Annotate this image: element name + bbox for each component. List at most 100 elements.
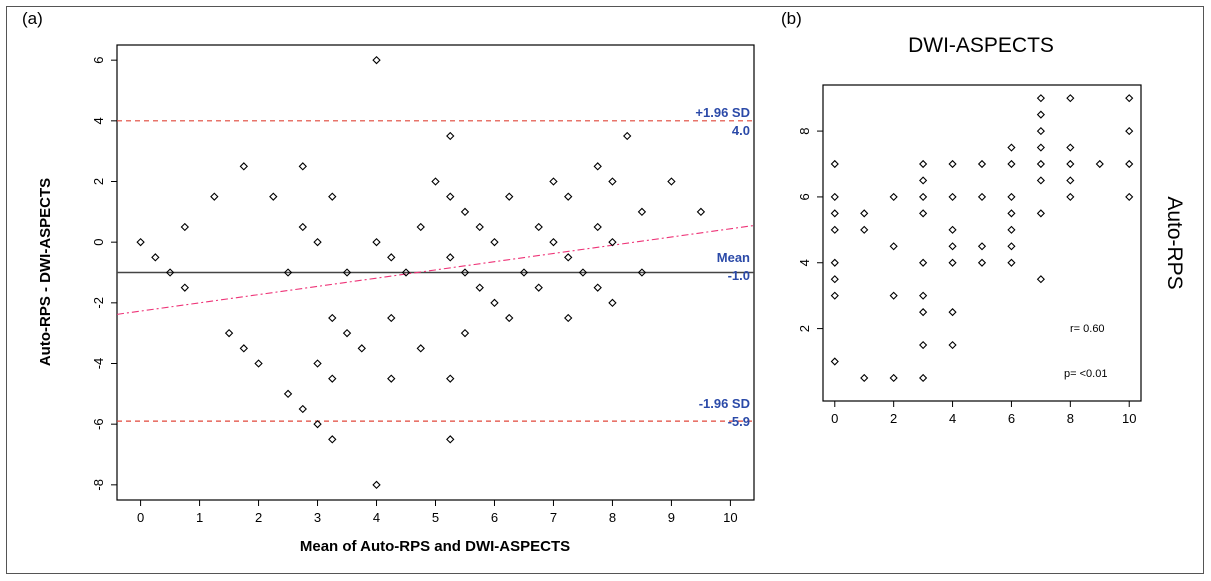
y-tick-label: -4 (91, 358, 106, 370)
data-point (298, 162, 307, 171)
data-point (608, 237, 617, 247)
data-point (372, 237, 381, 247)
data-point (948, 192, 957, 201)
scatter-ylabel: Auto-RPS (1163, 196, 1186, 289)
x-tick-label: 7 (550, 510, 557, 525)
y-tick-label: 2 (91, 178, 106, 185)
scatter-plot-area (822, 84, 1142, 402)
data-point (254, 359, 263, 368)
data-point (460, 268, 470, 277)
data-point (460, 328, 470, 338)
x-tick-label: 8 (1067, 411, 1074, 426)
data-point (919, 159, 928, 169)
data-point (919, 373, 928, 383)
upper-loa-label: +1.96 SD (695, 105, 750, 120)
data-point (446, 253, 455, 262)
data-point (180, 283, 190, 292)
data-point (1007, 225, 1016, 234)
data-point (446, 374, 455, 383)
data-point (328, 313, 337, 323)
x-tick-label: 2 (255, 510, 262, 525)
data-point (1125, 192, 1134, 201)
data-point (889, 242, 898, 251)
data-point (490, 298, 499, 308)
data-point (564, 192, 573, 201)
figure-frame (6, 6, 1204, 574)
data-point (431, 177, 440, 186)
data-point (328, 374, 337, 383)
data-point (948, 159, 957, 169)
data-point (475, 222, 484, 232)
correlation-r: r= 0.60 (1070, 323, 1105, 335)
data-point (1036, 143, 1045, 152)
data-point (534, 283, 543, 292)
data-point (1007, 258, 1016, 267)
x-tick-label: 10 (723, 510, 737, 525)
data-point (608, 177, 617, 186)
x-tick-label: 4 (949, 411, 956, 426)
data-point (1036, 159, 1045, 169)
mean-label: Mean (717, 250, 750, 265)
data-point (667, 177, 676, 186)
y-tick-label: -8 (91, 479, 106, 491)
data-point (696, 207, 706, 217)
data-point (298, 222, 307, 232)
data-point (210, 192, 219, 201)
lower-loa-value: -5.9 (728, 414, 750, 429)
data-point (1066, 143, 1075, 152)
x-tick-label: 0 (831, 411, 838, 426)
data-point (830, 357, 839, 366)
x-tick-label: 4 (373, 510, 380, 525)
data-point (549, 177, 558, 186)
x-tick-label: 10 (1122, 411, 1136, 426)
data-point (401, 268, 411, 277)
data-point (165, 268, 175, 277)
data-point (919, 258, 928, 267)
x-tick-label: 1 (196, 510, 203, 525)
data-point (416, 344, 425, 353)
data-point (593, 162, 602, 171)
y-tick-label: -6 (91, 418, 106, 430)
x-tick-label: 2 (890, 411, 897, 426)
data-point (637, 207, 647, 217)
data-point (1036, 127, 1045, 136)
data-point (889, 373, 898, 383)
data-point (948, 225, 957, 234)
data-point (313, 419, 322, 429)
y-tick-label: 8 (797, 127, 812, 134)
data-point (1036, 94, 1045, 103)
data-point (919, 192, 928, 201)
data-point (564, 253, 573, 262)
data-point (151, 253, 160, 262)
data-point (637, 268, 647, 277)
data-point (1036, 110, 1045, 119)
data-point (519, 268, 529, 277)
data-point (372, 55, 381, 65)
data-point (977, 242, 987, 251)
data-point (948, 340, 957, 350)
x-tick-label: 5 (432, 510, 439, 525)
data-point (505, 192, 514, 201)
data-point (313, 237, 322, 247)
data-point (860, 373, 869, 383)
scatter-marks: 0 2 4 6 8 10 2 4 6 8 (797, 94, 1136, 426)
data-point (1036, 176, 1045, 185)
data-point (446, 435, 455, 444)
data-point (889, 192, 898, 201)
data-point (313, 359, 322, 368)
y-tick-label: 0 (91, 239, 106, 246)
data-point (1007, 209, 1016, 218)
upper-loa-value: 4.0 (732, 123, 750, 138)
data-point (1095, 159, 1104, 169)
data-point (830, 291, 839, 300)
panel-b-label: (b) (781, 9, 802, 28)
data-point (490, 237, 499, 247)
data-point (977, 159, 987, 169)
data-point (948, 308, 957, 317)
data-point (1007, 159, 1016, 169)
data-point (283, 268, 293, 277)
data-point (136, 237, 145, 247)
data-point (1125, 94, 1134, 103)
data-point (416, 222, 425, 232)
data-point (505, 313, 514, 323)
